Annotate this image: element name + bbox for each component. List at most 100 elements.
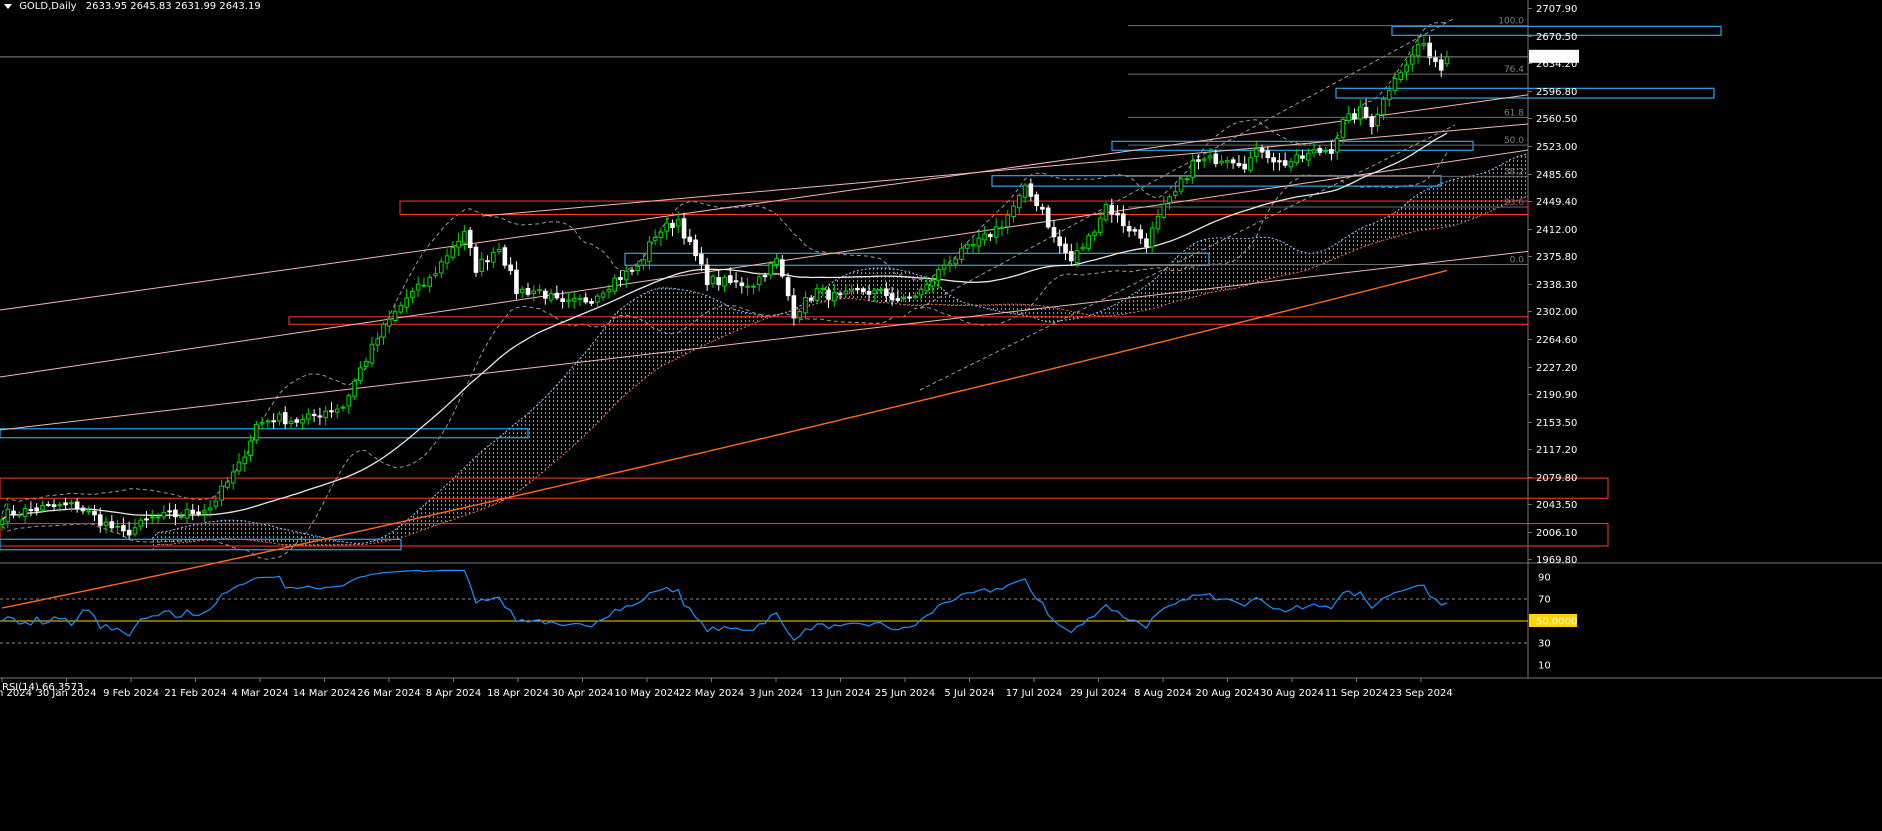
candle-body <box>866 290 872 295</box>
candle-body <box>912 295 918 298</box>
candle-body <box>837 293 843 296</box>
candle <box>161 505 167 521</box>
candle-body <box>722 276 727 287</box>
candle <box>1329 141 1334 161</box>
current-price-label: 2643.19 <box>1536 52 1577 63</box>
candle <box>571 291 577 309</box>
candle-body <box>1051 227 1057 238</box>
candle-body <box>1288 161 1294 168</box>
x-tick-label: 18 Apr 2024 <box>487 688 549 699</box>
candle-body <box>1311 149 1317 154</box>
x-tick-label: 10 May 2024 <box>614 688 679 699</box>
candle <box>999 220 1005 236</box>
candle-body <box>467 229 473 249</box>
candle-body <box>889 293 895 301</box>
candle <box>727 267 733 285</box>
candle-body <box>438 261 444 274</box>
candle-body <box>878 288 883 292</box>
candle-body <box>618 277 623 280</box>
candle <box>936 266 941 289</box>
candle <box>340 404 346 412</box>
price-tick-label: 2043.50 <box>1536 500 1577 511</box>
x-tick-label: 8 Apr 2024 <box>426 688 481 699</box>
candle-body <box>959 247 964 260</box>
candle <box>681 212 687 245</box>
candle <box>410 287 415 304</box>
candle <box>375 332 380 353</box>
candle <box>1317 145 1323 156</box>
candle <box>1415 36 1421 64</box>
fib-level-label: 23.6 <box>1504 198 1524 208</box>
candle-body <box>381 323 386 338</box>
candle <box>1404 60 1409 81</box>
fib-level-label: 61.8 <box>1504 108 1524 118</box>
candle <box>1138 224 1143 244</box>
candle <box>1363 98 1369 120</box>
candle <box>485 255 490 271</box>
candle-body <box>1196 159 1201 162</box>
candle <box>988 232 993 242</box>
x-tick-label: 4 Mar 2024 <box>231 688 288 699</box>
candle-body <box>1329 149 1334 154</box>
candle <box>895 290 901 304</box>
candle-body <box>433 273 438 277</box>
candle-body <box>993 226 999 238</box>
candle <box>820 284 826 297</box>
supply-zone <box>0 477 1609 499</box>
candle <box>953 255 959 269</box>
candle-body <box>202 510 207 514</box>
candle <box>467 227 473 256</box>
candle <box>1132 226 1138 236</box>
candle-body <box>1265 150 1271 159</box>
candle <box>959 243 964 264</box>
candle <box>1069 243 1074 266</box>
candle-body <box>652 236 658 241</box>
rsi-line <box>1 569 1448 642</box>
candle <box>1323 147 1328 155</box>
price-tick-label: 2596.80 <box>1536 87 1577 98</box>
candle-body <box>641 259 646 266</box>
candle <box>1005 210 1011 235</box>
candle-body <box>92 510 97 516</box>
candle <box>1201 156 1207 169</box>
candle <box>583 292 589 305</box>
candle-body <box>230 471 236 484</box>
candle <box>832 284 837 307</box>
candle-body <box>1421 43 1427 46</box>
candle <box>1334 131 1340 160</box>
candle-body <box>1173 191 1178 196</box>
price-tick-label: 2523.00 <box>1536 142 1577 153</box>
candle-body <box>11 510 16 516</box>
candle <box>1022 182 1028 203</box>
candle-body <box>271 420 276 423</box>
candle-body <box>502 247 508 266</box>
candle <box>1080 242 1086 252</box>
x-tick-label: 18 Jan 2024 <box>0 688 32 699</box>
dropdown-triangle-icon[interactable] <box>4 3 12 9</box>
candle-body <box>444 255 450 264</box>
candle-body <box>479 258 485 272</box>
candle-body <box>45 504 51 507</box>
candle <box>710 273 716 288</box>
candle <box>1149 221 1155 253</box>
candle-body <box>496 248 502 253</box>
price-tick-label: 2670.50 <box>1536 32 1577 43</box>
candle <box>554 285 560 301</box>
candle <box>149 509 155 524</box>
channel-upper <box>919 17 1456 309</box>
candle-body <box>901 297 906 300</box>
candle <box>1219 154 1224 166</box>
candle-body <box>329 410 334 413</box>
candle <box>745 277 750 296</box>
candle-body <box>872 289 878 294</box>
demand-zone <box>991 175 1442 187</box>
candle-body <box>797 311 802 319</box>
ma-slow-line <box>1 269 1448 609</box>
candle-body <box>363 361 369 367</box>
candle-body <box>1149 227 1155 248</box>
candle <box>496 242 502 255</box>
candle <box>693 234 698 261</box>
candle <box>358 361 363 385</box>
candle <box>780 254 785 279</box>
